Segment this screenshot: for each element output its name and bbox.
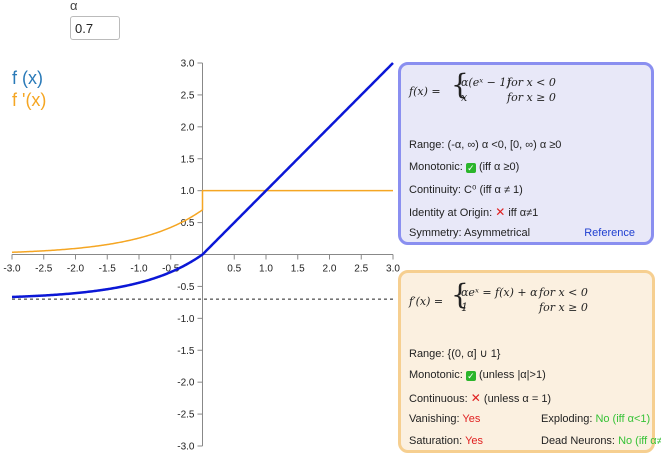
check-icon: ✓ <box>465 371 476 381</box>
df-continuous-value: (unless α = 1) <box>483 393 552 405</box>
f-continuity-value: C⁰ (iff α ≠ 1) <box>464 184 523 196</box>
y-tick-label: 2.0 <box>181 122 195 133</box>
x-tick-label: -2.5 <box>35 264 53 275</box>
y-tick-label: -1.0 <box>177 314 195 325</box>
y-tick-label: 3.0 <box>181 59 195 70</box>
x-tick-label: 1.0 <box>259 264 273 275</box>
reference-link[interactable]: Reference <box>584 227 635 239</box>
f-continuity-label: Continuity: <box>409 184 461 196</box>
x-tick-label: -1.5 <box>99 264 117 275</box>
df-saturation-value: Yes <box>465 435 484 447</box>
f-monotonic-value: (iff α ≥0) <box>478 161 520 173</box>
f-cond1: for x < 0 <box>507 76 556 89</box>
derivative-info-panel: f′(x) = { αeˣ = f(x) + α for x < 0 1 for… <box>398 270 661 453</box>
f-cond2: for x ≥ 0 <box>507 91 556 104</box>
df-case1: αeˣ = f(x) + α <box>461 286 538 299</box>
f-symmetry-label: Symmetry: <box>409 227 462 239</box>
y-tick-label: -0.5 <box>177 282 195 293</box>
df-case2: 1 <box>461 301 468 314</box>
f-range-label: Range: <box>409 139 445 151</box>
df-curve <box>11 189 393 254</box>
f-identity-label: Identity at Origin: <box>409 207 493 219</box>
f-range-value: (-α, ∞) α <0, [0, ∞) α ≥0 <box>447 139 562 151</box>
df-monotonic-label: Monotonic: <box>409 369 463 381</box>
df-cond1: for x < 0 <box>539 286 588 299</box>
df-formula-lhs: f′(x) = <box>409 295 444 308</box>
y-tick-label: 1.0 <box>181 186 195 197</box>
alpha-input[interactable] <box>70 16 120 40</box>
x-tick-label: 2.0 <box>323 264 337 275</box>
alpha-label: α <box>70 0 78 13</box>
plot-ticks: -3.0 -2.5 -2.0 -1.5 -1.0 -0.5 0.5 1.0 1.5 2.0 2.5 3… <box>3 59 400 453</box>
f-case1: α(eˣ − 1) <box>461 76 511 89</box>
df-dead-value: No (iff α≠0) <box>618 435 661 447</box>
f-symmetry-value: Asymmetrical <box>464 227 531 239</box>
f-monotonic-label: Monotonic: <box>409 161 463 173</box>
df-cond2: for x ≥ 0 <box>539 301 588 314</box>
df-exploding-value: No (iff α<1) <box>595 413 651 425</box>
y-tick-label: -2.5 <box>177 410 195 421</box>
f-identity-value: iff α≠1 <box>508 207 539 219</box>
df-range-label: Range: <box>409 348 445 360</box>
x-tick-label: 2.5 <box>354 264 368 275</box>
legend-dfx: f '(x) <box>12 90 47 110</box>
y-tick-label: 2.5 <box>181 90 195 101</box>
df-vanishing-value: Yes <box>462 413 481 425</box>
y-tick-label: -3.0 <box>177 442 195 453</box>
df-exploding-label: Exploding: <box>541 413 593 425</box>
function-info-panel: f(x) = { α(eˣ − 1) for x < 0 x for x ≥ 0… <box>398 62 654 245</box>
legend-fx: f (x) <box>12 68 43 88</box>
x-tick-label: -3.0 <box>3 264 21 275</box>
df-saturation-label: Saturation: <box>409 435 463 447</box>
df-continuous-label: Continuous: <box>409 393 468 405</box>
df-dead-label: Dead Neurons: <box>541 435 615 447</box>
y-tick-label: 0.5 <box>181 218 195 229</box>
y-tick-label: 1.5 <box>181 154 195 165</box>
df-vanishing-label: Vanishing: <box>409 413 460 425</box>
x-tick-label: -0.5 <box>162 264 180 275</box>
f-formula-lhs: f(x) = <box>409 85 441 98</box>
cross-icon: ✕ <box>495 205 506 219</box>
df-range-value: {(0, α] ∪ 1} <box>447 348 501 360</box>
x-tick-label: 1.5 <box>291 264 305 275</box>
x-tick-label: -1.0 <box>130 264 148 275</box>
x-tick-label: 3.0 <box>386 264 400 275</box>
f-curve <box>11 62 394 299</box>
f-case2: x <box>461 91 468 104</box>
y-tick-label: -2.0 <box>177 378 195 389</box>
check-icon: ✓ <box>465 163 476 173</box>
x-tick-label: 0.5 <box>227 264 241 275</box>
x-tick-label: -2.0 <box>67 264 85 275</box>
y-tick-label: -1.5 <box>177 346 195 357</box>
cross-icon: ✕ <box>470 391 481 405</box>
df-monotonic-value: (unless |α|>1) <box>478 369 546 381</box>
